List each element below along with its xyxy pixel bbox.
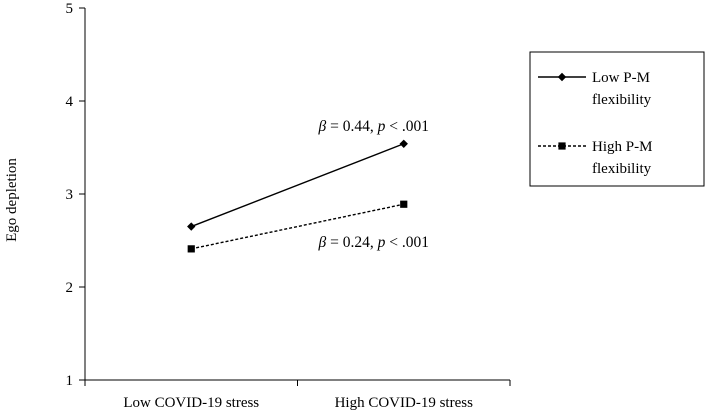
- y-tick-label: 3: [66, 187, 74, 203]
- series-line: [190, 143, 405, 228]
- x-tick-label: High COVID-19 stress: [335, 395, 473, 411]
- legend-entry-1: Low P-M flexibility: [538, 70, 652, 108]
- annotation-1: β = 0.44, p < .001: [318, 118, 429, 135]
- x-ticks: Low COVID-19 stress High COVID-19 stress: [84, 380, 511, 411]
- diamond-marker: [187, 222, 196, 231]
- square-marker: [558, 142, 566, 150]
- y-axis-title: Ego depletion: [4, 158, 20, 242]
- legend-label: flexibility: [592, 92, 652, 108]
- y-ticks: 1 2 3 4 5: [66, 1, 85, 389]
- diamond-marker: [557, 72, 567, 82]
- x-tick-label: Low COVID-19 stress: [123, 395, 259, 411]
- legend-label: flexibility: [592, 161, 652, 177]
- series-1: [187, 139, 408, 231]
- series-line: [191, 203, 404, 250]
- y-tick-label: 1: [66, 373, 74, 389]
- y-tick-label: 2: [66, 280, 74, 296]
- y-tick-label: 4: [66, 94, 74, 110]
- legend-box: [529, 51, 705, 187]
- annotation-2: β = 0.24, p < .001: [318, 234, 429, 251]
- annotations: β = 0.44, p < .001 β = 0.24, p < .001: [318, 118, 429, 251]
- legend-label: High P-M: [592, 139, 652, 155]
- square-marker: [187, 245, 195, 253]
- series-2: [187, 200, 408, 253]
- y-tick-label: 5: [66, 1, 74, 17]
- legend: Low P-M flexibility High P-M flexibility: [529, 51, 705, 187]
- square-marker: [400, 200, 408, 208]
- series-layer: [187, 139, 408, 253]
- legend-label: Low P-M: [592, 70, 650, 86]
- diamond-marker: [399, 139, 408, 148]
- legend-entry-2: High P-M flexibility: [538, 139, 652, 177]
- axes: [84, 8, 510, 381]
